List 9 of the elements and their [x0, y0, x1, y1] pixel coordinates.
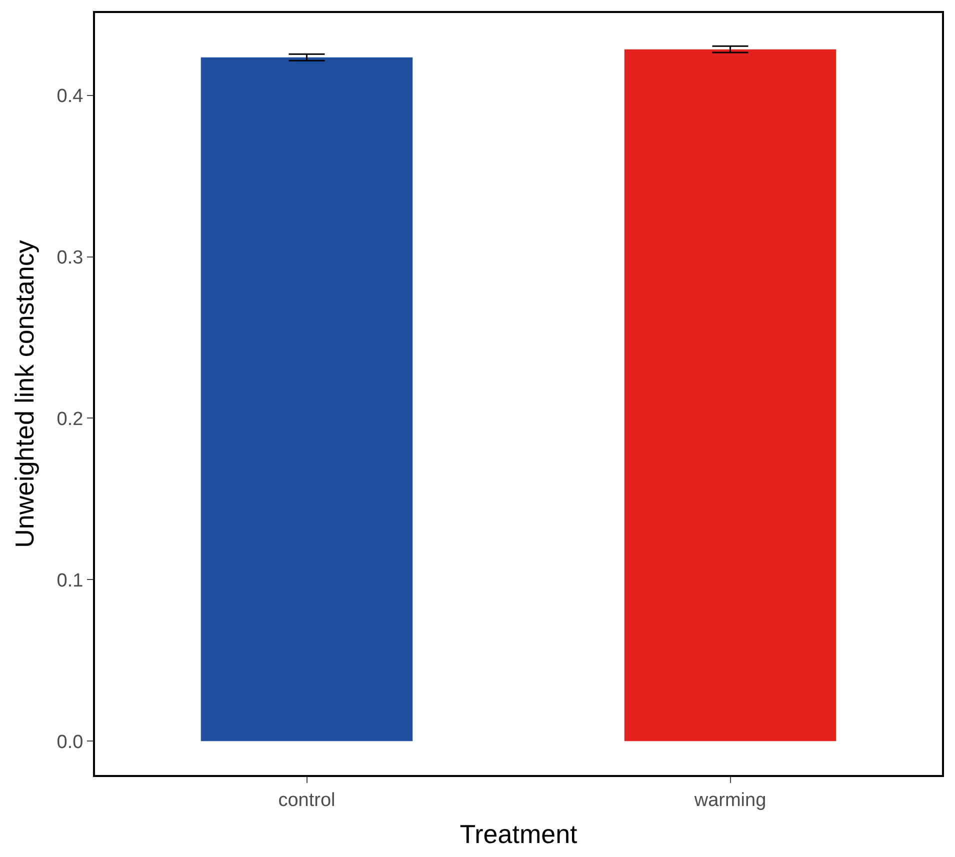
y-axis-title: Unweighted link constancy [10, 240, 40, 548]
x-axis-title: Treatment [460, 819, 578, 849]
y-tick-label: 0.4 [56, 86, 84, 107]
y-tick-label: 0.3 [56, 247, 84, 268]
y-tick-label: 0.0 [56, 732, 84, 753]
y-tick-label: 0.2 [56, 408, 84, 430]
x-tick-label: warming [693, 790, 766, 811]
x-tick-label: control [278, 790, 336, 811]
y-tick-label: 0.1 [56, 570, 84, 592]
